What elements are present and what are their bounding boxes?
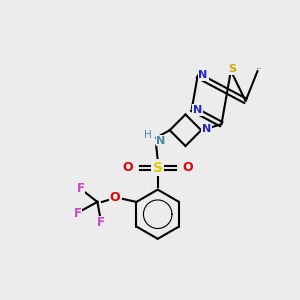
Text: S: S bbox=[153, 161, 163, 175]
Text: F: F bbox=[74, 207, 82, 220]
Text: H: H bbox=[144, 130, 152, 140]
Text: F: F bbox=[77, 182, 85, 195]
Text: S: S bbox=[228, 64, 236, 74]
Text: F: F bbox=[96, 216, 104, 230]
Text: N: N bbox=[202, 124, 211, 134]
Text: O: O bbox=[122, 161, 133, 174]
Text: O: O bbox=[183, 161, 193, 174]
Text: N: N bbox=[199, 70, 208, 80]
Text: O: O bbox=[109, 191, 120, 204]
Text: N: N bbox=[193, 105, 202, 115]
Text: methyl: methyl bbox=[256, 67, 262, 68]
Text: N: N bbox=[156, 136, 166, 146]
